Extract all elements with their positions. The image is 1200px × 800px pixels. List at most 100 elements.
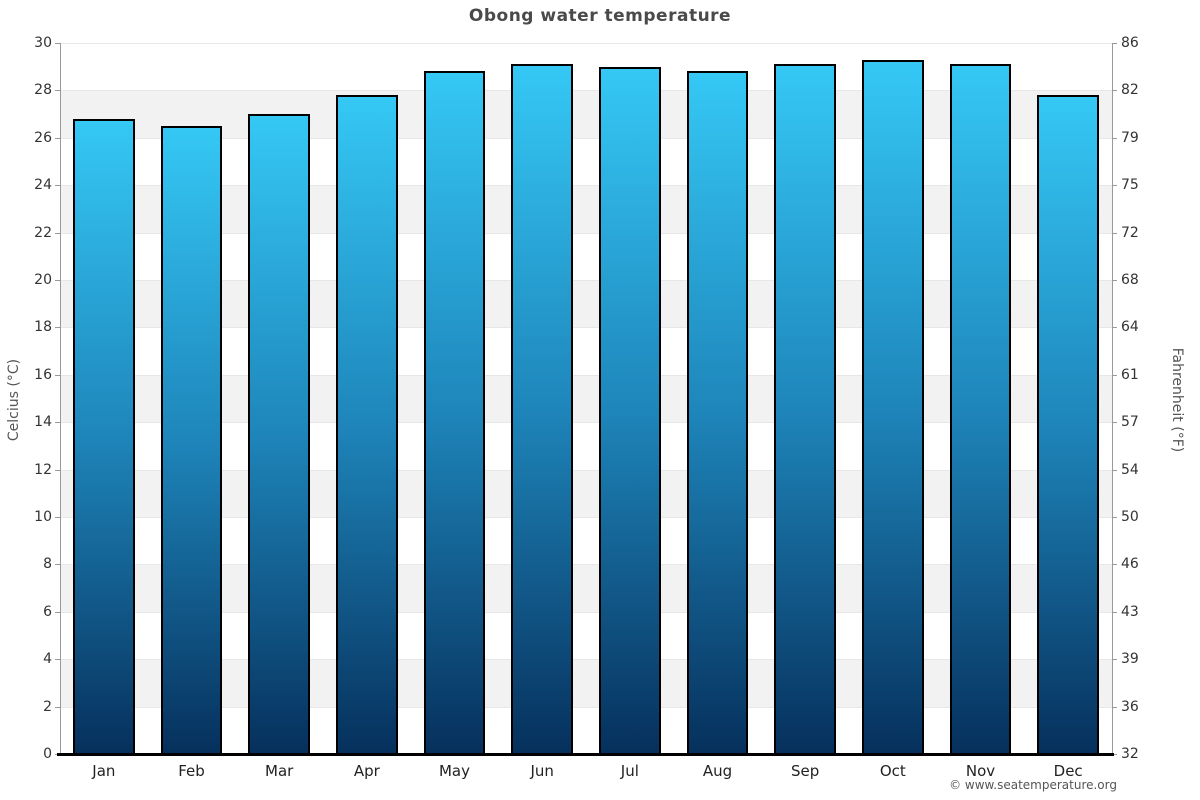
- gridline: [60, 90, 1112, 92]
- bar-oct: [862, 59, 924, 754]
- y-tickmark-right: [1112, 90, 1117, 92]
- bar-nov: [949, 64, 1012, 754]
- y-tick-celsius-28: 28: [34, 82, 52, 99]
- y-tickmark-right: [1112, 659, 1117, 661]
- copyright-text: © www.seatemperature.org: [949, 778, 1117, 792]
- y-tickmark-right: [1112, 469, 1117, 471]
- y-tickmark-left: [55, 659, 60, 661]
- y-axis-line-left: [60, 43, 61, 754]
- y-axis-line-right: [1112, 43, 1113, 754]
- x-tick-jun: Jun: [530, 762, 554, 780]
- y-tick-fahrenheit-39: 39: [1121, 651, 1139, 668]
- y-tick-celsius-22: 22: [34, 224, 52, 241]
- gridline: [60, 327, 1112, 329]
- gridline: [60, 374, 1112, 376]
- bar-jul: [599, 66, 661, 754]
- gridline: [60, 185, 1112, 187]
- y-tick-celsius-14: 14: [34, 414, 52, 431]
- x-tick-jul: Jul: [620, 762, 639, 780]
- y-tick-fahrenheit-68: 68: [1121, 272, 1139, 288]
- y-tickmark-right: [1112, 327, 1117, 329]
- y-tick-fahrenheit-43: 43: [1121, 603, 1139, 620]
- bar-dec: [1037, 95, 1099, 754]
- bar-feb: [160, 125, 223, 754]
- y-tickmark-right: [1112, 232, 1117, 234]
- grid-band: [60, 280, 1112, 328]
- y-tick-fahrenheit-72: 72: [1121, 224, 1139, 241]
- y-tick-fahrenheit-57: 57: [1121, 414, 1139, 431]
- grid-band: [60, 90, 1112, 138]
- y-tick-celsius-0: 0: [43, 746, 52, 762]
- y-axis-title-celsius: Celcius (°C): [6, 358, 22, 442]
- y-tickmark-left: [55, 469, 60, 471]
- y-tick-celsius-8: 8: [43, 556, 52, 573]
- y-tickmark-left: [55, 280, 60, 281]
- grid-band: [60, 469, 1112, 517]
- x-tick-dec: Dec: [1053, 762, 1083, 780]
- x-tick-may: May: [438, 762, 470, 780]
- y-tick-fahrenheit-54: 54: [1121, 461, 1139, 478]
- y-tick-celsius-4: 4: [43, 651, 52, 668]
- y-tick-celsius-2: 2: [43, 698, 52, 715]
- y-tickmark-right: [1112, 374, 1117, 376]
- x-tick-nov: Nov: [965, 762, 996, 780]
- y-tick-celsius-30: 30: [34, 35, 52, 51]
- grid-band: [60, 564, 1112, 612]
- x-tick-aug: Aug: [702, 762, 733, 780]
- gridline: [60, 43, 1112, 44]
- y-tick-celsius-6: 6: [43, 603, 52, 620]
- x-tick-sep: Sep: [791, 762, 820, 780]
- y-tickmark-left: [55, 327, 60, 329]
- y-tick-celsius-26: 26: [34, 129, 52, 146]
- y-tick-celsius-16: 16: [34, 366, 52, 383]
- y-tick-fahrenheit-64: 64: [1121, 319, 1139, 336]
- bar-apr: [336, 95, 398, 754]
- y-tick-fahrenheit-46: 46: [1121, 556, 1139, 573]
- y-tickmark-right: [1112, 611, 1117, 613]
- gridline: [60, 422, 1112, 424]
- gridline: [60, 611, 1112, 613]
- bar-jun: [511, 64, 573, 754]
- gridline: [60, 137, 1112, 139]
- grid-band: [60, 185, 1112, 233]
- y-tickmark-left: [55, 422, 60, 424]
- y-tickmark-right: [1112, 754, 1117, 755]
- grid-band: [60, 374, 1112, 423]
- y-tickmark-left: [55, 90, 60, 92]
- y-tick-fahrenheit-75: 75: [1121, 177, 1139, 194]
- x-tick-jan: Jan: [92, 762, 116, 780]
- y-tickmark-right: [1112, 422, 1117, 424]
- y-tick-celsius-18: 18: [34, 319, 52, 336]
- y-tickmark-right: [1112, 564, 1117, 566]
- y-tickmark-right: [1112, 43, 1117, 44]
- y-tick-fahrenheit-50: 50: [1121, 509, 1139, 525]
- bar-may: [423, 71, 486, 754]
- grid-band: [60, 659, 1112, 707]
- y-tickmark-right: [1112, 137, 1117, 139]
- y-tickmark-right: [1112, 280, 1117, 281]
- y-tick-fahrenheit-86: 86: [1121, 35, 1139, 51]
- y-tickmark-left: [55, 185, 60, 187]
- gridline: [60, 280, 1112, 281]
- gridline: [60, 564, 1112, 566]
- y-tickmark-right: [1112, 706, 1117, 708]
- y-tickmark-left: [55, 611, 60, 613]
- y-tickmark-left: [55, 374, 60, 376]
- x-tick-feb: Feb: [178, 762, 205, 780]
- y-axis-title-fahrenheit: Fahrenheit (°F): [1169, 347, 1185, 453]
- x-tick-oct: Oct: [879, 762, 906, 780]
- bar-mar: [248, 114, 310, 754]
- bar-jan: [73, 118, 135, 754]
- chart-title: Obong water temperature: [468, 6, 732, 26]
- y-tick-fahrenheit-32: 32: [1121, 746, 1139, 762]
- gridline: [60, 232, 1112, 234]
- gridline: [60, 469, 1112, 471]
- y-tick-fahrenheit-61: 61: [1121, 366, 1139, 383]
- y-tick-fahrenheit-36: 36: [1121, 698, 1139, 715]
- y-tickmark-left: [55, 232, 60, 234]
- x-tick-apr: Apr: [353, 762, 380, 780]
- y-tickmark-right: [1112, 517, 1117, 518]
- y-tick-celsius-12: 12: [34, 461, 52, 478]
- y-tick-fahrenheit-79: 79: [1121, 129, 1139, 146]
